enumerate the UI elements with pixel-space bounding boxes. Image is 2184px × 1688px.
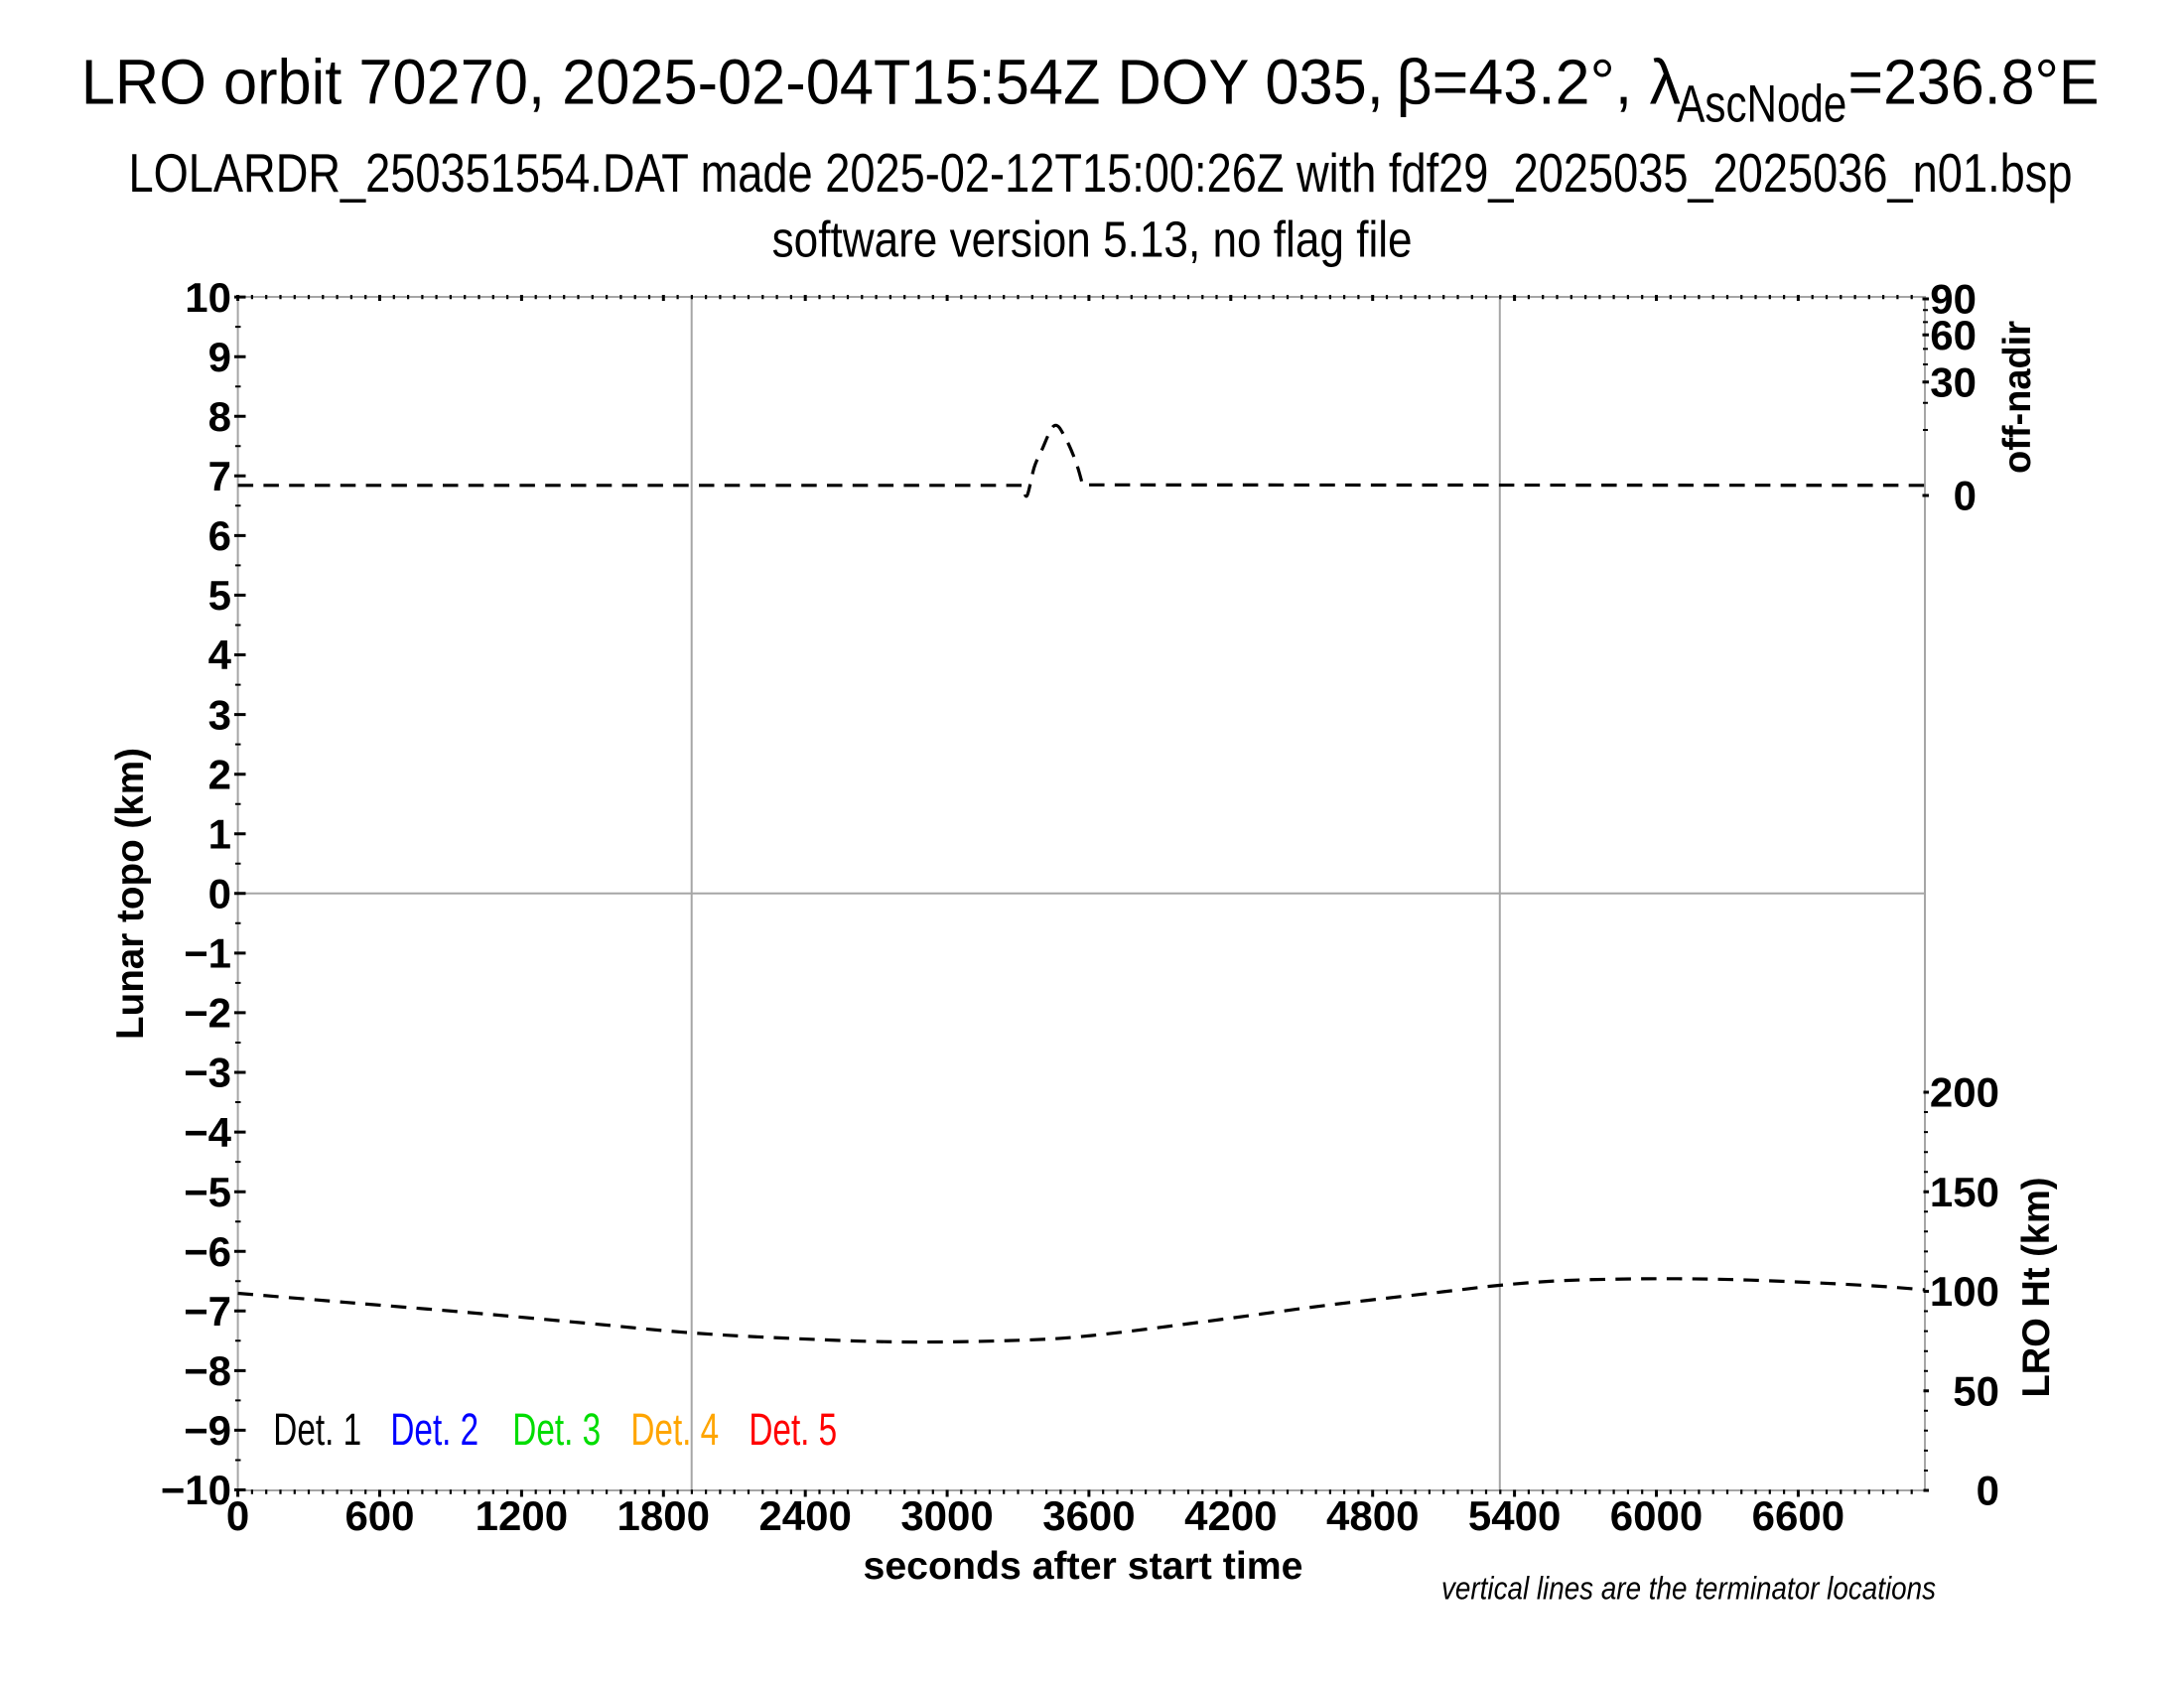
svg-text:−4: −4 [184,1109,232,1156]
svg-text:software version 5.13, no flag: software version 5.13, no flag file [772,211,1413,267]
svg-text:vertical lines are the termina: vertical lines are the terminator locati… [1441,1571,1936,1607]
svg-text:LOLARDR_250351554.DAT made 202: LOLARDR_250351554.DAT made 2025-02-12T15… [129,143,2073,204]
svg-text:0: 0 [208,871,231,917]
svg-text:2: 2 [208,751,231,797]
svg-text:−10: −10 [161,1467,231,1513]
svg-text:Det. 5: Det. 5 [749,1404,837,1455]
svg-text:=236.8°E: =236.8°E [1848,47,2100,118]
svg-text:−9: −9 [184,1407,231,1454]
svg-text:1: 1 [208,810,231,857]
svg-text:−1: −1 [184,930,231,977]
svg-text:4200: 4200 [1184,1492,1277,1539]
svg-text:−8: −8 [184,1347,231,1394]
svg-text:Det. 4: Det. 4 [630,1404,719,1455]
svg-text:AscNode: AscNode [1677,74,1846,133]
svg-text:7: 7 [208,453,231,499]
svg-text:6000: 6000 [1610,1492,1703,1539]
svg-text:Det. 3: Det. 3 [512,1404,601,1455]
svg-text:−2: −2 [184,990,231,1037]
svg-text:2400: 2400 [758,1492,851,1539]
svg-text:off-nadir: off-nadir [1996,321,2039,474]
svg-text:4800: 4800 [1326,1492,1419,1539]
svg-text:0: 0 [226,1492,249,1539]
svg-text:3000: 3000 [900,1492,993,1539]
svg-text:6: 6 [208,512,231,559]
svg-text:10: 10 [185,274,231,321]
svg-text:150: 150 [1930,1169,1999,1215]
svg-text:3600: 3600 [1042,1492,1135,1539]
svg-text:−6: −6 [184,1228,231,1275]
svg-text:60: 60 [1930,312,1977,358]
svg-text:Lunar topo (km): Lunar topo (km) [109,748,152,1040]
svg-text:β=43.2°, λ: β=43.2°, λ [1397,47,1682,118]
svg-text:9: 9 [208,334,231,380]
svg-text:30: 30 [1930,358,1977,405]
svg-text:0: 0 [1954,473,1977,519]
svg-text:5400: 5400 [1468,1492,1561,1539]
svg-text:Det. 1: Det. 1 [273,1404,361,1455]
svg-text:−7: −7 [184,1288,231,1335]
svg-text:8: 8 [208,393,231,440]
svg-text:LRO orbit 70270, 2025-02-04T15: LRO orbit 70270, 2025-02-04T15:54Z DOY 0… [81,47,1384,118]
svg-text:50: 50 [1953,1367,1999,1414]
svg-text:100: 100 [1930,1268,1999,1315]
svg-text:LRO Ht (km): LRO Ht (km) [2015,1178,2058,1398]
svg-text:6600: 6600 [1752,1492,1844,1539]
svg-text:5: 5 [208,572,231,619]
svg-text:1800: 1800 [617,1492,710,1539]
svg-text:1200: 1200 [476,1492,568,1539]
svg-text:−3: −3 [184,1050,231,1096]
svg-text:Det. 2: Det. 2 [390,1404,478,1455]
svg-text:4: 4 [208,632,232,678]
svg-text:600: 600 [344,1492,414,1539]
svg-text:200: 200 [1930,1069,1999,1116]
svg-text:seconds after start time: seconds after start time [864,1545,1303,1588]
svg-text:−5: −5 [184,1169,231,1215]
svg-text:0: 0 [1977,1468,1999,1514]
svg-text:3: 3 [208,691,231,738]
svg-text:90: 90 [1930,276,1977,323]
